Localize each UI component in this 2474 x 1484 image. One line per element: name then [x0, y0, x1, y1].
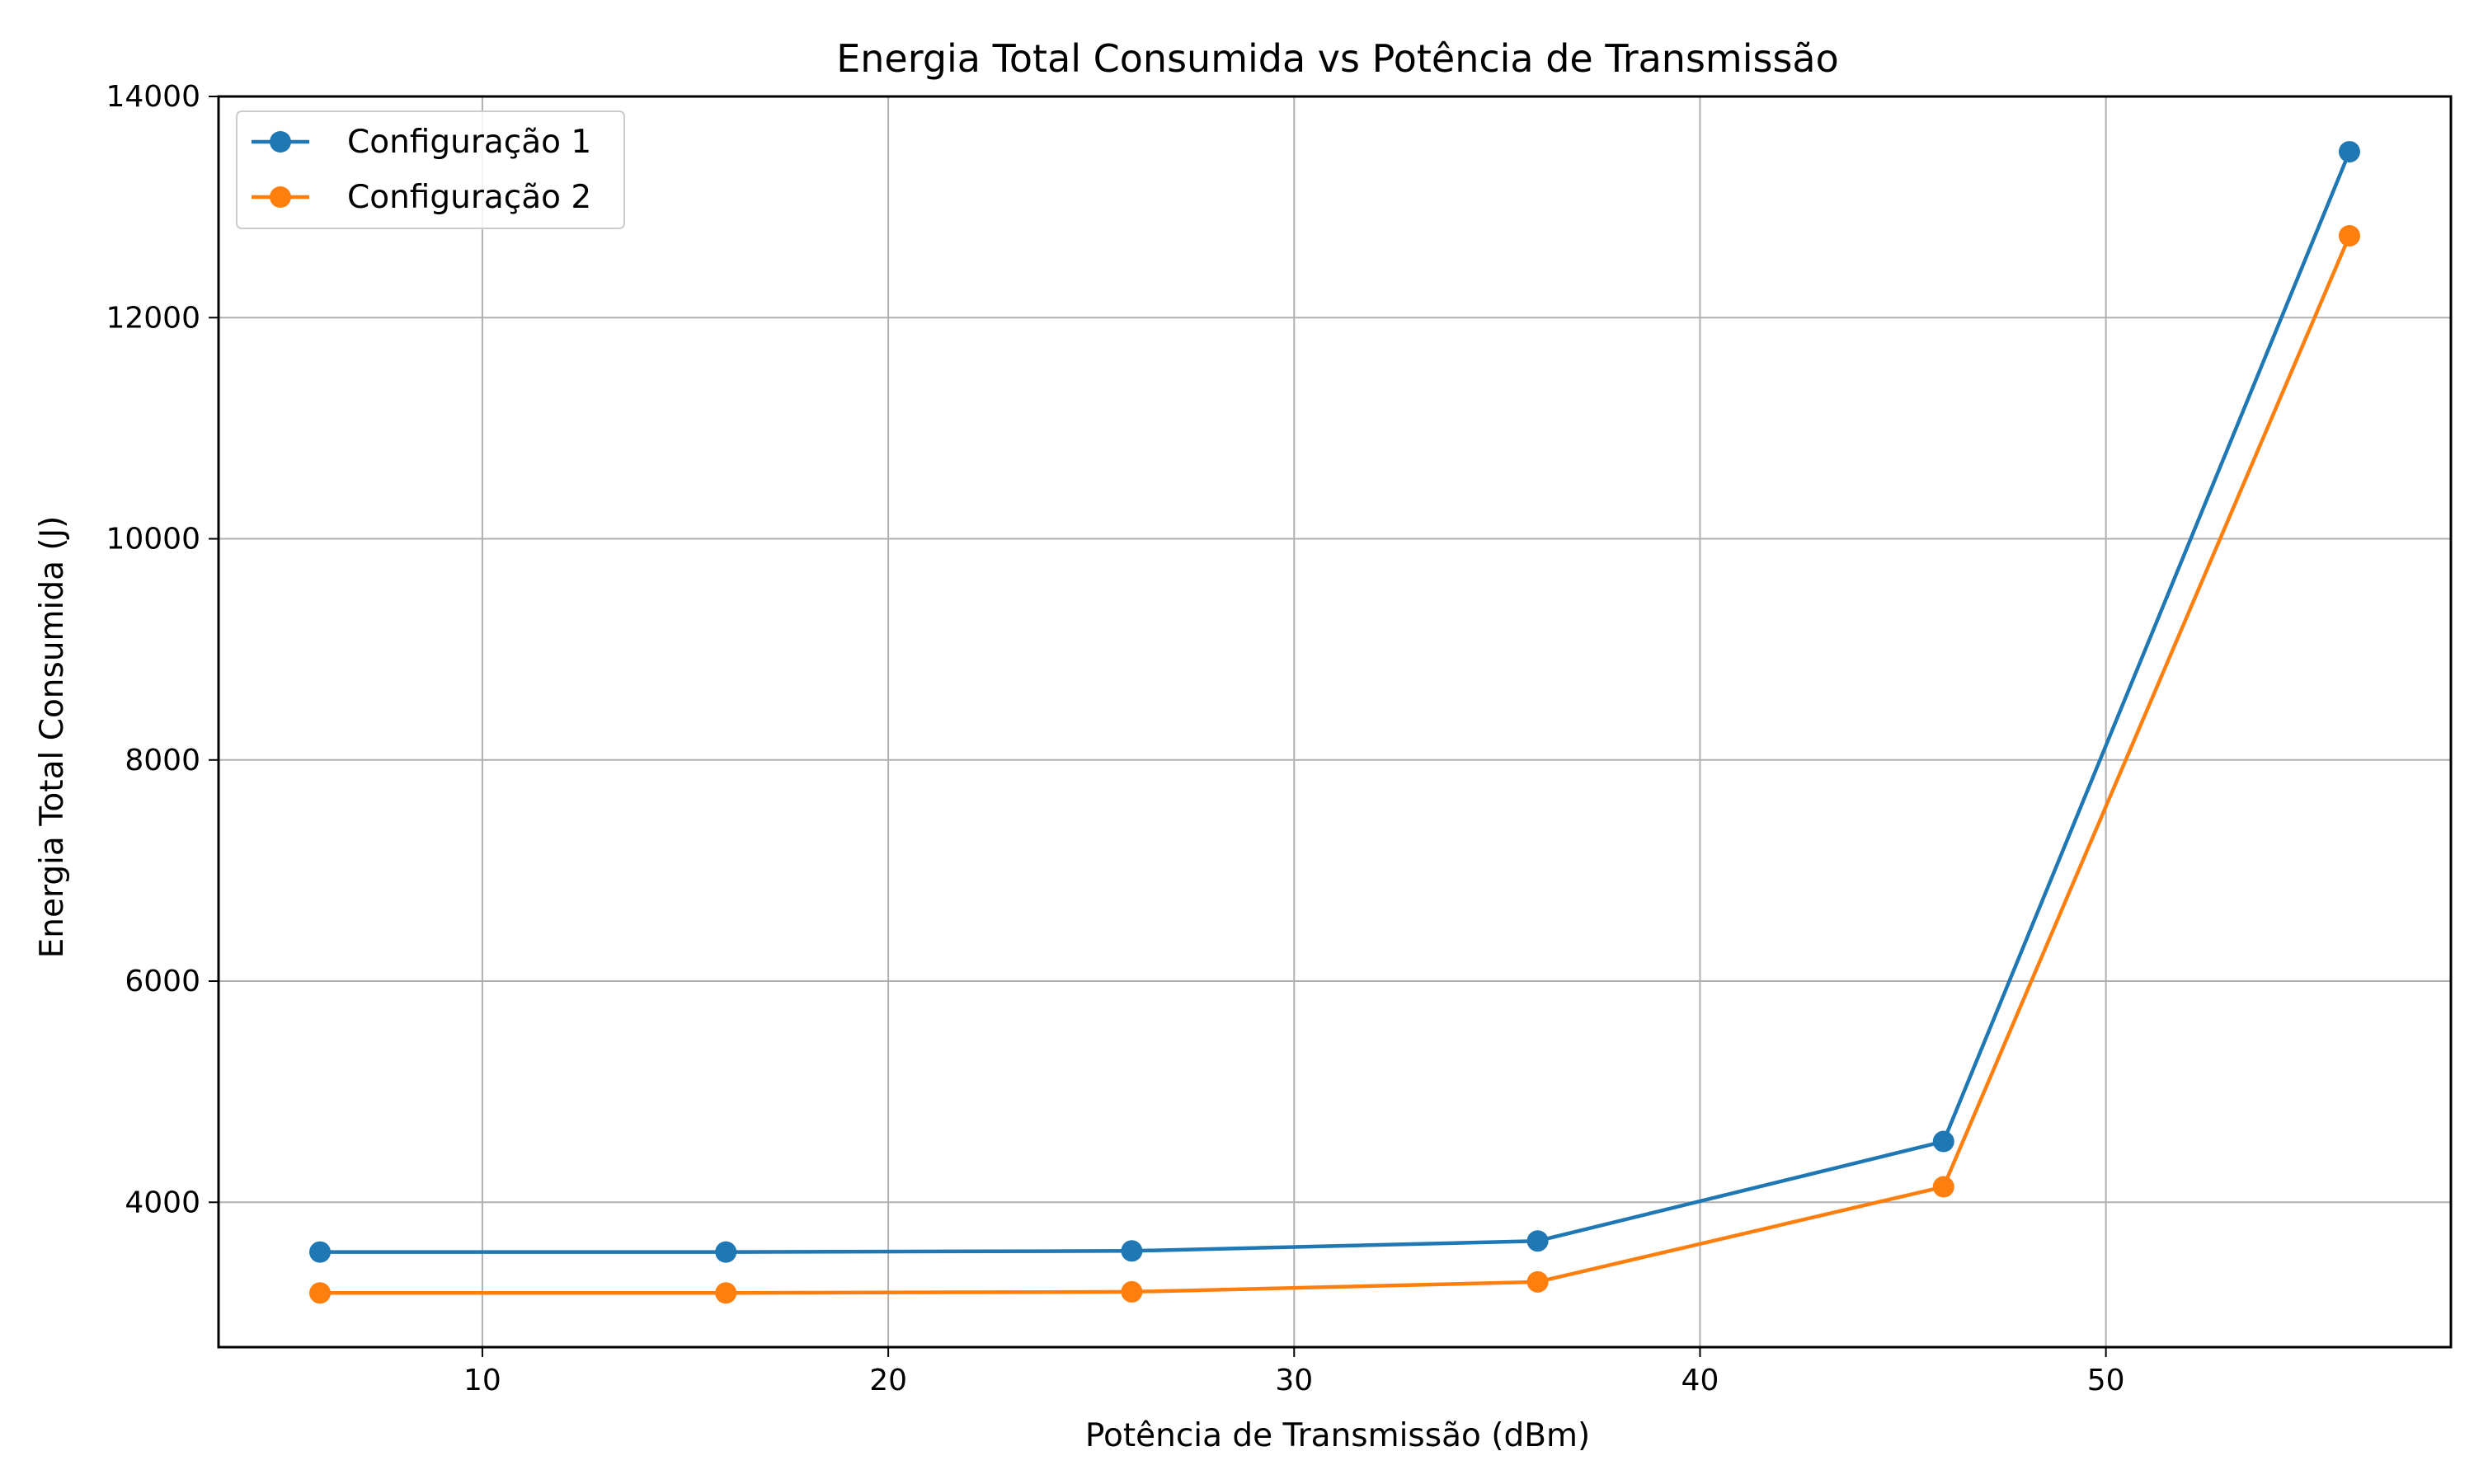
series-1	[309, 141, 2360, 1263]
y-tick-label: 14000	[106, 80, 200, 114]
legend-item: Configuração 1	[252, 124, 591, 161]
data-point	[309, 1282, 332, 1304]
x-axis-label: Potência de Transmissão (dBm)	[1085, 1417, 1590, 1454]
x-tick-label: 30	[1275, 1364, 1313, 1397]
data-point	[1932, 1176, 1954, 1198]
legend-label: Configuração 1	[347, 124, 591, 161]
legend-item: Configuração 2	[252, 179, 591, 216]
x-tick-label: 10	[463, 1364, 501, 1397]
y-tick-label: 6000	[125, 965, 200, 998]
series-line	[317, 149, 2352, 1254]
y-tick-label: 10000	[106, 523, 200, 556]
data-point	[1121, 1280, 1143, 1303]
y-tick-label: 8000	[125, 744, 200, 777]
data-point	[2338, 225, 2360, 247]
legend-label: Configuração 2	[347, 179, 591, 216]
x-tick-label: 50	[2087, 1364, 2125, 1397]
data-point	[1526, 1270, 1549, 1293]
data-point	[1526, 1230, 1549, 1252]
series-layer	[309, 141, 2360, 1304]
y-axis-label: Energia Total Consumida (J)	[34, 516, 71, 959]
series-2	[309, 225, 2360, 1304]
data-point	[1932, 1130, 1954, 1153]
legend-marker	[270, 186, 291, 208]
legend-frame	[236, 110, 625, 229]
data-point	[1121, 1240, 1143, 1262]
plot-frame	[217, 95, 2453, 1349]
data-point	[715, 1241, 737, 1263]
legend-marker	[270, 131, 291, 153]
x-tick-label: 20	[869, 1364, 907, 1397]
data-point	[2338, 141, 2360, 163]
data-point	[715, 1282, 737, 1304]
y-tick-label: 4000	[125, 1186, 200, 1219]
data-point	[309, 1241, 332, 1263]
x-tick-label: 40	[1681, 1364, 1719, 1397]
y-tick-label: 12000	[106, 301, 200, 335]
legend: Configuração 1 Configuração 2	[236, 110, 625, 229]
chart-title: Energia Total Consumida vs Potência de T…	[836, 36, 1839, 81]
axis-ticks: 10 20 30 40 50 4000 6000 8000 10000 12000 14000	[106, 80, 2124, 1397]
series-line	[317, 233, 2352, 1295]
